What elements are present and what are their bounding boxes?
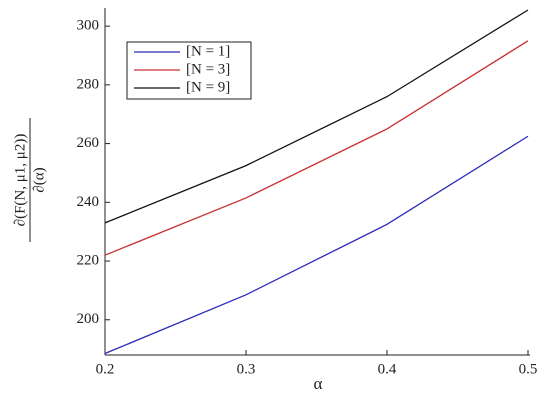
x-tick-label: 0.4 <box>378 361 397 377</box>
y-tick-label: 200 <box>77 311 100 327</box>
y-axis-label: ∂(F(N, μ1, μ2)) ∂(α) <box>12 118 47 242</box>
y-tick-label: 220 <box>77 252 100 268</box>
legend-label: [N = 1] <box>186 43 230 59</box>
legend-label: [N = 3] <box>186 61 230 77</box>
y-tick-label: 300 <box>77 18 100 34</box>
x-tick-label: 0.2 <box>96 361 115 377</box>
legend-label: [N = 9] <box>186 79 230 95</box>
line-series <box>104 135 529 355</box>
y-tick-label: 280 <box>77 76 100 92</box>
y-label-denominator: ∂(α) <box>31 167 47 192</box>
x-tick-label: 0.5 <box>519 361 538 377</box>
y-tick-label: 260 <box>77 135 100 151</box>
y-label-numerator: ∂(F(N, μ1, μ2)) <box>12 134 28 227</box>
x-tick-label: 0.3 <box>237 361 256 377</box>
line-series <box>104 9 529 224</box>
line-series <box>104 40 529 256</box>
x-axis-label: α <box>314 374 323 393</box>
y-tick-label: 240 <box>77 194 100 210</box>
